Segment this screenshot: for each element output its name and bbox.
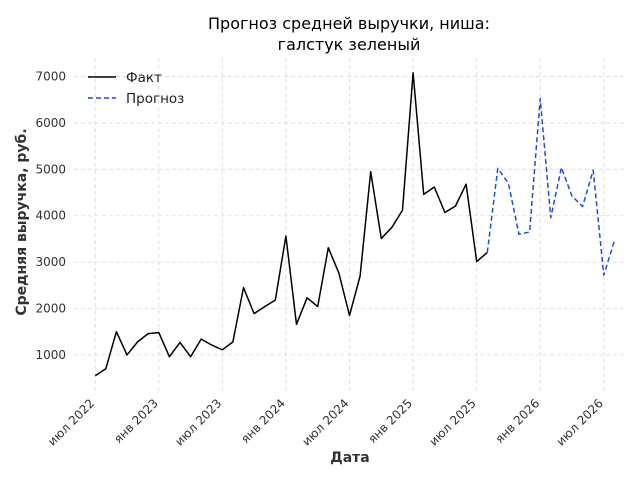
x-tick-label: июл 2024 [299, 396, 351, 448]
x-tick-label: янв 2026 [493, 396, 543, 446]
y-tick-label: 2000 [35, 302, 66, 316]
y-tick-label: 4000 [35, 209, 66, 223]
chart-title-line-1: Прогноз средней выручки, ниша: [208, 14, 490, 33]
x-tick-label: янв 2023 [111, 396, 161, 446]
y-tick-label: 7000 [35, 70, 66, 84]
x-tick-label: янв 2025 [365, 396, 415, 446]
y-tick-label: 3000 [35, 255, 66, 269]
series-layer [94, 72, 616, 377]
legend-label-fact: Факт [126, 70, 162, 86]
grid [74, 58, 625, 392]
legend-label-forecast: Прогноз [126, 91, 184, 107]
x-tick-label: июл 2023 [172, 396, 224, 448]
x-tick-label: янв 2024 [238, 396, 288, 446]
legend: Факт Прогноз [88, 70, 184, 107]
x-tick-label: июл 2025 [426, 396, 478, 448]
x-axis-label: Дата [330, 450, 369, 466]
y-tick-label: 1000 [35, 348, 66, 362]
y-axis-ticks: 1000 2000 3000 4000 5000 6000 7000 [35, 70, 66, 362]
series-line-fact [94, 72, 488, 377]
y-tick-label: 6000 [35, 116, 66, 130]
y-tick-label: 5000 [35, 162, 66, 176]
x-tick-label: июл 2026 [554, 396, 606, 448]
series-line-forecast [486, 98, 616, 276]
x-axis-ticks: июл 2022 янв 2023 июл 2023 янв 2024 июл 2024… [45, 396, 606, 448]
chart-title-line-2: галстук зеленый [278, 35, 421, 54]
y-axis-label: Средняя выручка, руб. [14, 128, 30, 315]
x-tick-label: июл 2022 [45, 396, 97, 448]
